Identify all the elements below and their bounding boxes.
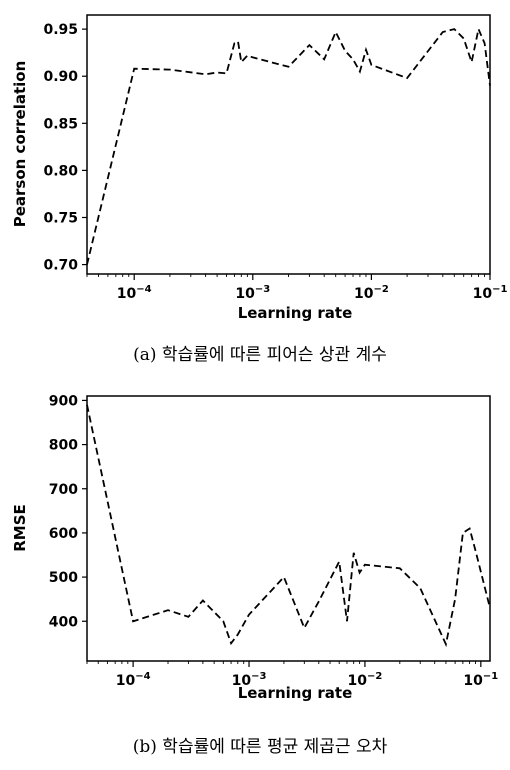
chart-a-ytick-label: 0.70	[43, 258, 78, 274]
chart-a-xtick-label: 10−2	[354, 284, 389, 302]
chart-a-xtick-label: 10−1	[473, 284, 508, 302]
chart-a-plot-frame	[86, 14, 491, 275]
chart-a-ylabel: Pearson correlation	[11, 61, 29, 228]
chart-a-xlabel: Learning rate	[238, 304, 353, 322]
chart-a: Pearson correlation Learning rate 0.70 0.…	[11, 14, 508, 365]
chart-a-caption: (a) 학습률에 따른 피어슨 상관 계수	[133, 345, 387, 365]
chart-b-xtick-label: 10−1	[463, 671, 498, 689]
chart-b-xlabel: Learning rate	[238, 684, 353, 702]
chart-a-series-line	[86, 26, 491, 265]
chart-a-ytick-label: 0.85	[43, 116, 78, 132]
chart-a-ytick-label: 0.75	[43, 210, 78, 226]
chart-b-caption: (b) 학습률에 따른 평균 제곱근 오차	[133, 737, 388, 757]
chart-b-ytick-label: 400	[49, 614, 78, 630]
chart-b-ytick-label: 900	[49, 393, 78, 409]
chart-b-xtick-label: 10−3	[232, 671, 267, 689]
chart-a-ytick-label: 0.95	[43, 22, 78, 38]
chart-b-ytick-label: 700	[49, 482, 78, 498]
chart-a-xtick-label: 10−4	[117, 284, 152, 302]
chart-b-ylabel: RMSE	[11, 504, 29, 552]
chart-b-ytick-label: 800	[49, 438, 78, 454]
chart-b-xtick-label: 10−2	[348, 671, 383, 689]
chart-b: RMSE Learning rate 400 500 600 700 800 900 10−…	[11, 393, 498, 757]
chart-b-ytick-label: 600	[49, 526, 78, 542]
chart-a-ytick-label: 0.80	[43, 163, 78, 179]
chart-a-ytick-label: 0.90	[43, 69, 78, 85]
chart-b-series-line	[86, 404, 491, 648]
chart-b-xtick-label: 10−4	[116, 671, 151, 689]
chart-a-xtick-label: 10−3	[235, 284, 270, 302]
chart-b-ytick-label: 500	[49, 570, 78, 586]
chart-b-plot-frame	[86, 395, 491, 662]
